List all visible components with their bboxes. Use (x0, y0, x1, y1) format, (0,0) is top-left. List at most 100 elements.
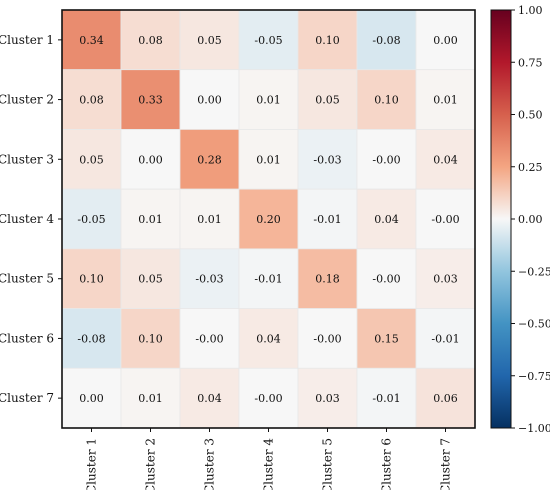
heatmap-cell (238, 9, 299, 71)
cell-value-label: -0.03 (195, 273, 223, 286)
heatmap-cells: 0.34 0.08 0.05 -0.05 0.10 -0.08 0.00 0.08 0.33 0.… (61, 9, 476, 429)
heatmap-cell (415, 129, 476, 190)
cell-value-label: -0.00 (313, 332, 341, 345)
cell-value-label: 0.18 (315, 273, 340, 286)
heatmap-cell (297, 367, 358, 429)
colorbar-tick-label: 0.75 (518, 56, 543, 69)
cell-value-label: -0.05 (254, 34, 282, 47)
heatmap-cell (61, 308, 122, 369)
heatmap-cell (297, 308, 358, 369)
cell-value-label: -0.00 (195, 332, 223, 345)
cell-value-label: -0.01 (431, 332, 459, 345)
heatmap-cell (415, 248, 476, 309)
cell-value-label: 0.00 (433, 34, 458, 47)
heatmap-cell (297, 69, 358, 130)
heatmap-cell (297, 9, 358, 71)
heatmap-cell (297, 129, 358, 190)
cell-value-label: -0.05 (77, 213, 105, 226)
heatmap-cell (238, 188, 299, 250)
colorbar: 1.00 0.75 0.50 0.25 0.00 −0.25 −0.50 −0.75 −1.00 (490, 4, 550, 435)
cell-value-label: 0.05 (138, 273, 163, 286)
colorbar-gradient (490, 9, 512, 429)
cell-value-label: 0.10 (79, 273, 104, 286)
heatmap-cell (179, 367, 240, 429)
cell-value-label: -0.01 (372, 392, 400, 405)
heatmap-cell (179, 308, 240, 369)
heatmap-cell (415, 367, 476, 429)
colorbar-tick-label: 0.50 (518, 109, 543, 122)
column-tick-labels: Cluster 1 Cluster 2 Cluster 3 Cluster 4 Clus… (85, 428, 453, 490)
colorbar-tick-label: 0.25 (518, 161, 543, 174)
cell-value-label: 0.01 (138, 392, 163, 405)
colorbar-tick-label: −0.50 (518, 318, 550, 331)
cell-value-label: 0.20 (256, 213, 281, 226)
row-tick-label: Cluster 7 (0, 391, 54, 405)
heatmap-cell (415, 308, 476, 369)
cell-value-label: 0.00 (138, 153, 163, 166)
row-tick-label: Cluster 2 (0, 93, 54, 107)
cell-value-label: -0.01 (254, 273, 282, 286)
cell-value-label: 0.04 (197, 392, 222, 405)
cell-value-label: 0.03 (433, 273, 458, 286)
heatmap-cell (61, 188, 122, 250)
cell-value-label: 0.33 (138, 94, 163, 107)
cell-value-label: 0.01 (256, 94, 281, 107)
heatmap-cell (415, 69, 476, 130)
cell-value-label: -0.00 (431, 213, 459, 226)
row-tick-label: Cluster 5 (0, 272, 54, 286)
row-tick-label: Cluster 1 (0, 33, 54, 47)
colorbar-ticks: 1.00 0.75 0.50 0.25 0.00 −0.25 −0.50 −0.75 −1.00 (511, 4, 550, 435)
heatmap-cell (238, 367, 299, 429)
cell-value-label: 0.05 (197, 34, 222, 47)
cell-value-label: 0.28 (197, 153, 222, 166)
heatmap-cell (238, 308, 299, 369)
row-tick-label: Cluster 6 (0, 331, 54, 345)
row-tick-labels: Cluster 1 Cluster 2 Cluster 3 Cluster 4 Clus… (0, 33, 62, 405)
cell-value-label: 0.08 (138, 34, 163, 47)
column-tick-label: Cluster 2 (144, 438, 158, 490)
heatmap-cell (356, 367, 417, 429)
cell-value-label: -0.00 (254, 392, 282, 405)
cell-value-label: -0.08 (372, 34, 400, 47)
heatmap-cell (415, 188, 476, 250)
cell-value-label: 0.34 (79, 34, 104, 47)
cell-value-label: 0.01 (138, 213, 163, 226)
cell-value-label: 0.04 (433, 153, 458, 166)
heatmap-cell (179, 69, 240, 130)
cell-value-label: -0.00 (372, 273, 400, 286)
cell-value-label: 0.05 (315, 94, 340, 107)
colorbar-tick-label: −1.00 (518, 422, 550, 435)
column-tick-label: Cluster 5 (321, 438, 335, 490)
column-tick-label: Cluster 7 (439, 438, 453, 490)
heatmap-cell (61, 9, 122, 71)
cell-value-label: 0.01 (256, 153, 281, 166)
heatmap-cell (120, 188, 181, 250)
cell-value-label: 0.15 (374, 332, 399, 345)
colorbar-tick-label: 1.00 (518, 4, 543, 17)
cell-value-label: -0.00 (372, 153, 400, 166)
cell-value-label: 0.10 (138, 332, 163, 345)
heatmap-cell (356, 129, 417, 190)
row-tick-label: Cluster 4 (0, 212, 54, 226)
cell-value-label: 0.04 (256, 332, 281, 345)
heatmap-cell (356, 69, 417, 130)
column-tick-label: Cluster 3 (203, 438, 217, 490)
row-tick-label: Cluster 3 (0, 152, 54, 166)
heatmap-cell (61, 248, 122, 309)
colorbar-tick-label: 0.00 (518, 213, 543, 226)
cell-value-label: 0.03 (315, 392, 340, 405)
cell-value-label: 0.05 (79, 153, 104, 166)
colorbar-tick-label: −0.75 (518, 370, 550, 383)
cell-value-label: -0.08 (77, 332, 105, 345)
column-tick-label: Cluster 6 (380, 438, 394, 490)
cell-value-label: 0.08 (79, 94, 104, 107)
heatmap-cell (238, 129, 299, 190)
cell-value-label: 0.10 (315, 34, 340, 47)
cell-value-label: 0.00 (79, 392, 104, 405)
heatmap-cell (356, 9, 417, 71)
cell-value-label: 0.01 (197, 213, 222, 226)
cell-value-label: -0.03 (313, 153, 341, 166)
heatmap-cell (356, 188, 417, 250)
cell-value-label: 0.10 (374, 94, 399, 107)
